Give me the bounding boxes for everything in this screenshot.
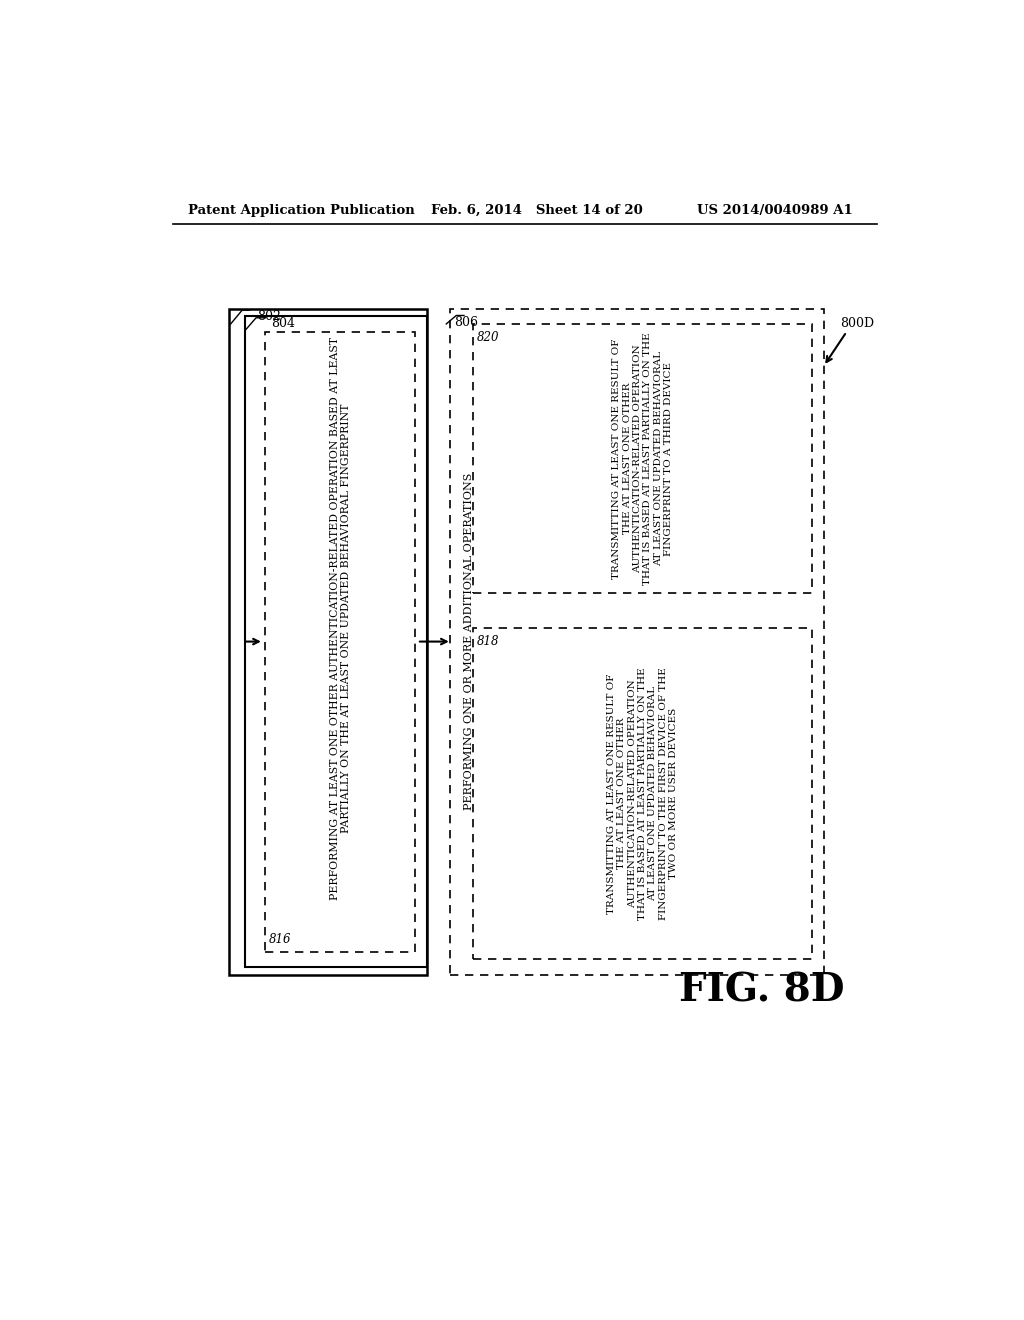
- Text: 818: 818: [477, 635, 500, 648]
- Text: PERFORMING ONE OR MORE ADDITIONAL OPERATIONS: PERFORMING ONE OR MORE ADDITIONAL OPERAT…: [464, 473, 474, 810]
- Text: TRANSMITTING AT LEAST ONE RESULT OF
THE AT LEAST ONE OTHER
AUTHENTICATION-RELATE: TRANSMITTING AT LEAST ONE RESULT OF THE …: [607, 668, 678, 920]
- Text: 800D: 800D: [841, 317, 874, 330]
- Bar: [229, 309, 427, 974]
- Text: FIG. 8D: FIG. 8D: [679, 972, 845, 1008]
- Text: 820: 820: [477, 330, 500, 343]
- Text: Patent Application Publication: Patent Application Publication: [188, 205, 415, 218]
- Text: US 2014/0040989 A1: US 2014/0040989 A1: [696, 205, 852, 218]
- Text: Feb. 6, 2014   Sheet 14 of 20: Feb. 6, 2014 Sheet 14 of 20: [431, 205, 643, 218]
- Bar: [265, 331, 416, 952]
- Text: TRANSMITTING AT LEAST ONE RESULT OF
THE AT LEAST ONE OTHER
AUTHENTICATION-RELATE: TRANSMITTING AT LEAST ONE RESULT OF THE …: [612, 333, 673, 585]
- Bar: [473, 628, 812, 960]
- Text: PERFORMING AT LEAST ONE OTHER AUTHENTICATION-RELATED OPERATION BASED AT LEAST
PA: PERFORMING AT LEAST ONE OTHER AUTHENTICA…: [330, 337, 351, 900]
- Bar: [451, 309, 823, 974]
- Bar: [245, 317, 427, 966]
- Text: 802: 802: [258, 310, 282, 323]
- Text: 806: 806: [454, 315, 478, 329]
- Bar: [473, 323, 812, 594]
- Text: 816: 816: [269, 933, 292, 946]
- Text: 804: 804: [271, 317, 296, 330]
